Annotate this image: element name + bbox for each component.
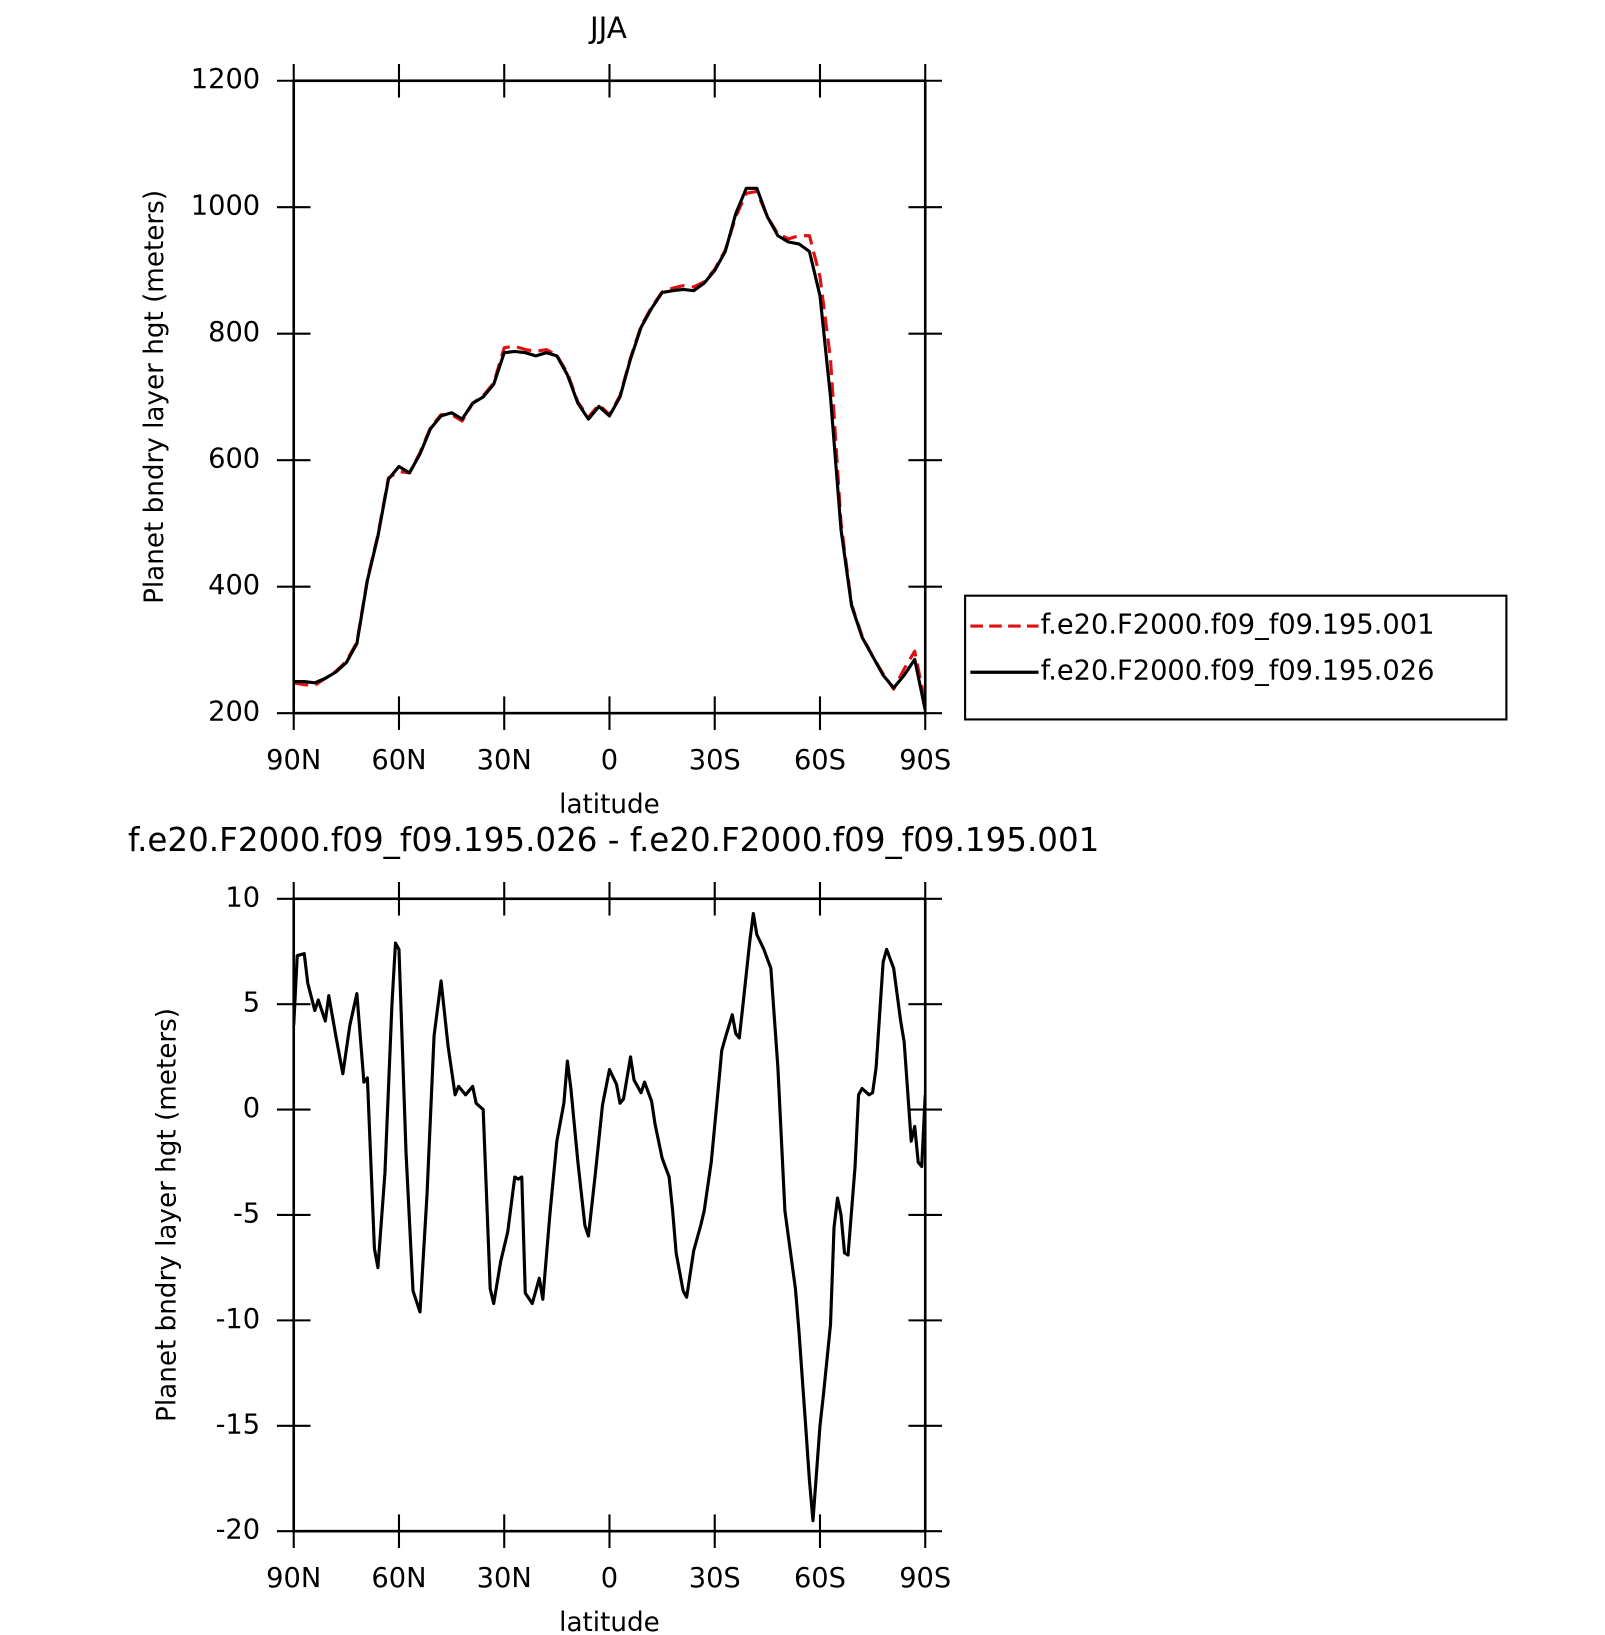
x-tick-label: 30S: [689, 745, 741, 776]
y-tick-label: -10: [216, 1304, 261, 1335]
y-tick-label: 400: [208, 570, 260, 601]
x-tick-label: 90N: [266, 745, 321, 776]
y-tick-label: 1000: [191, 191, 260, 222]
chart-title: JJA: [588, 11, 627, 45]
y-tick-label: 1200: [191, 64, 260, 95]
y-tick-label: 800: [208, 317, 260, 348]
legend-box: [964, 594, 1508, 721]
x-tick-label: 30N: [477, 1563, 532, 1594]
plot-frame: [292, 79, 927, 715]
x-tick-label: 90N: [266, 1563, 321, 1594]
y-tick-label: 5: [243, 988, 260, 1019]
x-tick-label: 90S: [899, 1563, 951, 1594]
y-axis-label: Planet bndry layer hgt (meters): [152, 1008, 182, 1422]
x-tick-label: 60N: [371, 745, 426, 776]
y-tick-label: 10: [225, 882, 260, 913]
y-tick-label: 0: [243, 1093, 260, 1124]
x-tick-label: 0: [601, 745, 618, 776]
y-tick-label: -20: [216, 1515, 261, 1546]
x-tick-label: 30N: [477, 745, 532, 776]
x-axis-label: latitude: [559, 1608, 660, 1635]
y-tick-label: -5: [233, 1198, 260, 1229]
legend-label: f.e20.F2000.f09_f09.195.026: [1041, 656, 1435, 687]
x-tick-label: 60S: [794, 745, 846, 776]
x-tick-label: 0: [601, 1563, 618, 1594]
series-line: [293, 186, 926, 711]
x-axis-label: latitude: [559, 790, 660, 820]
legend-label: f.e20.F2000.f09_f09.195.001: [1041, 610, 1435, 641]
y-tick-label: -15: [216, 1409, 261, 1440]
series-line: [293, 189, 926, 704]
x-tick-label: 60S: [794, 1563, 846, 1594]
plot-frame: [292, 897, 927, 1533]
y-axis-label: Planet bndry layer hgt (meters): [140, 190, 170, 604]
y-tick-label: 200: [208, 697, 260, 728]
x-tick-label: 60N: [371, 1563, 426, 1594]
x-tick-label: 30S: [689, 1563, 741, 1594]
series-line: [293, 911, 926, 1523]
x-tick-label: 90S: [899, 745, 951, 776]
chart-title: f.e20.F2000.f09_f09.195.026 - f.e20.F200…: [128, 821, 1099, 859]
y-tick-label: 600: [208, 444, 260, 475]
